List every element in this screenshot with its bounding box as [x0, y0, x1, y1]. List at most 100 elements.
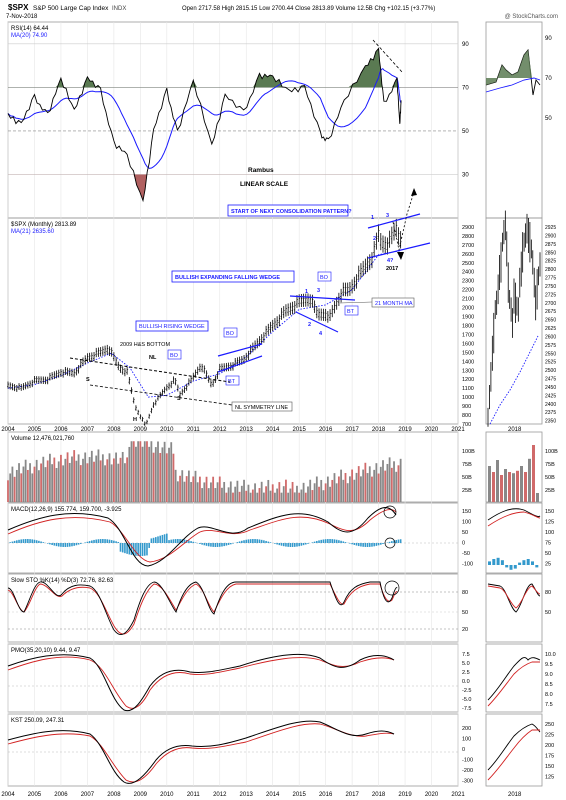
volume-bar [386, 463, 389, 502]
price-tick-label: 1300 [462, 368, 474, 374]
bt-label-1: BT [228, 379, 236, 385]
volume-bar [115, 452, 117, 502]
macd-tick: -100 [462, 562, 473, 568]
pmo-side-tick: 8.5 [545, 682, 553, 688]
macd-hist-bar [121, 543, 124, 553]
volume-bar [349, 476, 351, 502]
volume-bar [135, 446, 137, 502]
bt-box-2 [344, 305, 359, 316]
macd-hist-bar [307, 543, 309, 544]
kst-side-tick: 225 [545, 733, 554, 739]
macd-line [7, 507, 397, 567]
bo-label-3: BO [320, 275, 329, 281]
macd-hist-bar [260, 539, 263, 543]
macd-hist-bar [71, 543, 73, 547]
volume-bar [344, 472, 347, 502]
hs-bottom-label: 2009 H&S BOTTOM [120, 342, 170, 348]
volume-bar [183, 481, 186, 502]
scale-label: LINEAR SCALE [240, 181, 289, 188]
macd-hist-bar [247, 539, 250, 543]
volume-side-bar [508, 472, 511, 502]
volume-bar [236, 480, 239, 502]
volume-bar [355, 472, 358, 502]
consolidation-bottom-line [367, 242, 431, 259]
macd-hist-bar [252, 539, 254, 543]
volume-bar [199, 476, 201, 502]
rsi-overbought-fill [8, 48, 402, 88]
macd-hist-bar [241, 540, 243, 543]
macd-hist-bar [320, 539, 323, 543]
macd-hist-bar [393, 540, 395, 543]
macd-hist-bar [221, 543, 223, 547]
shoulder-left-label: S [86, 377, 90, 383]
volume-bar [256, 492, 259, 502]
pmo-tick: 0.0 [462, 679, 470, 685]
rsi-tick-label: 70 [462, 85, 469, 91]
macd-hist-bar [143, 543, 146, 556]
volume-bar [44, 467, 47, 502]
volume-bar [357, 466, 360, 502]
macd-tick: 150 [462, 509, 471, 515]
macd-hist-bar [207, 543, 210, 547]
macd-tick: -50 [462, 551, 470, 557]
sto-tick: 80 [462, 590, 468, 596]
macd-hist-bar [351, 543, 353, 545]
macd-hist-bar [349, 543, 351, 544]
macd-hist-bar [192, 541, 195, 543]
volume-bar [362, 469, 365, 502]
macd-hist-bar [60, 543, 62, 547]
sto-highlight-circle [384, 580, 400, 596]
macd-hist-bar [161, 534, 164, 543]
volume-bar [143, 441, 146, 502]
rsi-ma-line [7, 68, 402, 169]
macd-hist-bar [168, 540, 170, 543]
consolidation-point-3: 3 [386, 213, 389, 219]
rambus-label: Rambus [248, 167, 274, 174]
volume-bar [18, 463, 20, 502]
wedge-point-2: 2 [308, 322, 311, 328]
pmo-side-tick: 10.0 [545, 652, 556, 658]
pmo-side-tick: 9.5 [545, 662, 553, 668]
falling-wedge-box [171, 270, 295, 283]
pmo-side-tick: 7.5 [545, 702, 553, 708]
volume-bar [179, 475, 181, 502]
volume-bar [371, 476, 373, 502]
volume-bar [22, 466, 25, 502]
volume-bar [229, 481, 232, 502]
macd-hist-bar [276, 543, 278, 545]
macd-hist-bar [177, 539, 179, 543]
price-side-tick: 2925 [545, 225, 556, 231]
bo-label-2: BO [226, 331, 235, 337]
price-side-tick: 2625 [545, 326, 556, 332]
price-tick-label: 800 [462, 413, 471, 419]
volume-bar [353, 479, 356, 502]
macd-hist-bar [128, 543, 131, 555]
macd-hist-bar [35, 540, 38, 543]
rsi-line [7, 47, 402, 203]
macd-hist-bar [27, 539, 29, 543]
price-y-ticks: 2900 2800 2700 2600 2500 2400 2300 2200 2100 2000… [462, 225, 474, 428]
volume-bar [269, 490, 272, 502]
volume-bar [29, 463, 31, 502]
volume-bar [126, 457, 129, 502]
kst-side-tick: 250 [545, 722, 554, 728]
price-tick-label: 1400 [462, 359, 474, 365]
volume-bar [351, 469, 354, 502]
volume-bar [382, 460, 384, 502]
volume-side-bar [532, 445, 535, 502]
macd-hist-bar [40, 541, 42, 543]
side-year-label-bottom: 2018 [508, 792, 522, 798]
sto-legend: Slow STO %K(14) %D(3) 72.76, 82.63 [11, 578, 114, 584]
falling-wedge-top [289, 295, 356, 301]
price-side-tick: 2550 [545, 351, 556, 357]
volume-tick: 75B [462, 462, 472, 468]
rising-wedge-label: BULLISH RISING WEDGE [139, 324, 205, 330]
volume-side-bar [516, 470, 519, 502]
macd-hist-bar [49, 543, 51, 545]
price-side-tick: 2775 [545, 276, 556, 282]
macd-hist-bar [46, 543, 49, 544]
macd-hist-bar [163, 534, 166, 543]
macd-y-ticks: 150 100 50 0 -50 -100 150 125 100 75 50 25 [462, 509, 554, 568]
volume-bar [342, 479, 345, 502]
macd-hist-bar [75, 543, 78, 546]
